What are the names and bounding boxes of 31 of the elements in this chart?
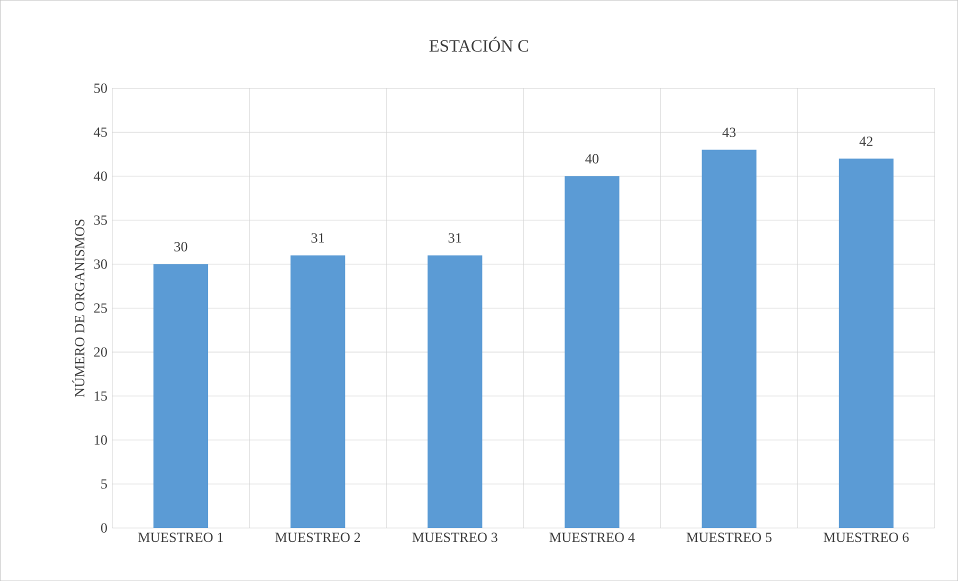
x-tick-label: MUESTREO 4 — [549, 532, 635, 542]
y-tick-label: 25 — [94, 303, 107, 313]
x-tick-label: MUESTREO 5 — [686, 532, 772, 542]
data-label: 42 — [859, 136, 872, 146]
y-tick-label: 10 — [94, 435, 107, 445]
y-axis-title: NÚMERO DE ORGANISMOS — [72, 219, 84, 398]
y-tick-label: 20 — [94, 347, 107, 357]
x-tick-label: MUESTREO 6 — [824, 532, 909, 542]
data-label: 30 — [174, 242, 188, 252]
x-tick-label: MUESTREO 2 — [275, 532, 360, 542]
y-tick-label: 50 — [94, 83, 107, 93]
chart-title: ESTACIÓN C — [429, 36, 528, 52]
bar — [702, 150, 756, 528]
data-label: 31 — [448, 233, 462, 243]
bar — [838, 158, 894, 528]
bar — [564, 176, 620, 528]
data-label: 40 — [585, 154, 598, 164]
x-tick-label: MUESTREO 1 — [138, 532, 223, 542]
x-tick-label: MUESTREO 3 — [412, 532, 498, 542]
y-tick-label: 15 — [94, 391, 107, 401]
y-tick-label: 5 — [101, 479, 107, 489]
data-label: 31 — [312, 233, 324, 243]
bar — [290, 255, 346, 528]
y-tick-label: 40 — [94, 171, 107, 181]
bar — [153, 264, 208, 528]
y-tick-label: 45 — [94, 127, 107, 137]
bar — [428, 255, 482, 528]
y-tick-label: 35 — [94, 215, 107, 225]
data-label: 43 — [722, 128, 736, 137]
y-tick-label: 0 — [101, 523, 107, 533]
y-tick-label: 30 — [94, 259, 107, 269]
